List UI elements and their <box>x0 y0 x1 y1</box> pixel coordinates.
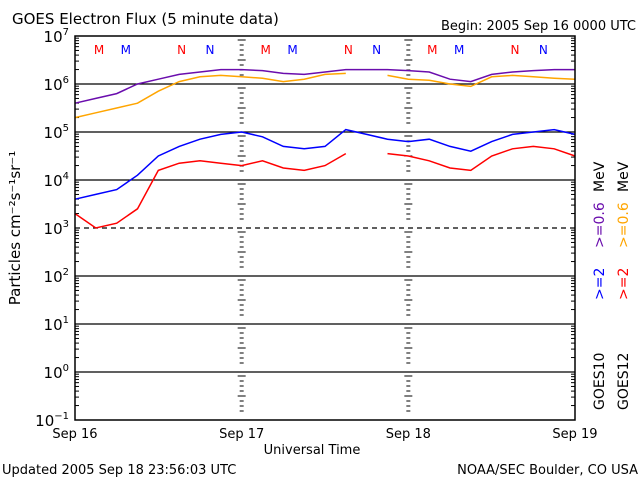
series-line-goes12-0-6-mev <box>74 72 576 119</box>
legend-sat2: GOES12 <box>616 353 632 410</box>
marker-M: M <box>454 43 464 57</box>
y-tick-label: 103 <box>44 219 69 238</box>
marker-N: N <box>177 43 186 57</box>
plot-frame <box>74 35 576 421</box>
legend-e2-goes12: >=2 <box>616 268 632 300</box>
marker-M: M <box>94 43 104 57</box>
y-tick-label: 106 <box>44 75 69 94</box>
legend-e06-goes10: >=0.6 <box>592 202 608 248</box>
x-tick-label: Sep 17 <box>219 427 264 442</box>
marker-N: N <box>206 43 215 57</box>
series-line-goes12-2-mev <box>74 145 576 229</box>
series-line-goes10-0-6-mev <box>74 68 575 104</box>
marker-M: M <box>427 43 437 57</box>
x-tick-label: Sep 18 <box>386 427 431 442</box>
y-tick-label: 105 <box>44 123 69 142</box>
marker-N: N <box>511 43 520 57</box>
y-axis-label: Particles cm⁻²s⁻¹sr⁻¹ <box>6 151 24 305</box>
x-tick-label: Sep 16 <box>52 427 97 442</box>
series-lines <box>74 68 576 229</box>
y-tick-label: 100 <box>44 363 69 382</box>
begin-time: Begin: 2005 Sep 16 0000 UTC <box>441 19 636 34</box>
legend-unit-1: MeV <box>592 161 608 192</box>
legend-e2-goes10: >=2 <box>592 268 608 300</box>
series-line-goes10-2-mev <box>74 128 576 200</box>
x-tick-label: Sep 19 <box>552 427 597 442</box>
marker-N: N <box>372 43 381 57</box>
chart-title: GOES Electron Flux (5 minute data) <box>12 10 279 28</box>
legend-e06-goes12: >=0.6 <box>616 202 632 248</box>
marker-N: N <box>344 43 353 57</box>
updated-time: Updated 2005 Sep 18 23:56:03 UTC <box>2 463 236 478</box>
marker-M: M <box>260 43 270 57</box>
marker-M: M <box>121 43 131 57</box>
y-tick-label: 104 <box>44 171 69 190</box>
x-axis-label: Universal Time <box>264 443 361 458</box>
grid <box>75 37 575 412</box>
source-credit: NOAA/SEC Boulder, CO USA <box>457 463 638 478</box>
y-tick-labels: 107 106 105 104 103 102 101 100 10−1 <box>35 27 69 430</box>
y-tick-label: 101 <box>44 315 69 334</box>
y-tick-label: 107 <box>44 27 69 46</box>
legend-sat1: GOES10 <box>592 353 608 410</box>
marker-M: M <box>287 43 297 57</box>
y-tick-label: 102 <box>44 267 69 286</box>
marker-N: N <box>539 43 548 57</box>
legend-unit-2: MeV <box>616 161 632 192</box>
y-tick-label: 10−1 <box>35 411 69 430</box>
x-tick-labels: Sep 16 Sep 17 Sep 18 Sep 19 <box>52 427 597 442</box>
legend: GOES10 GOES12 >=2 >=2 >=0.6 >=0.6 MeV Me… <box>592 161 632 410</box>
